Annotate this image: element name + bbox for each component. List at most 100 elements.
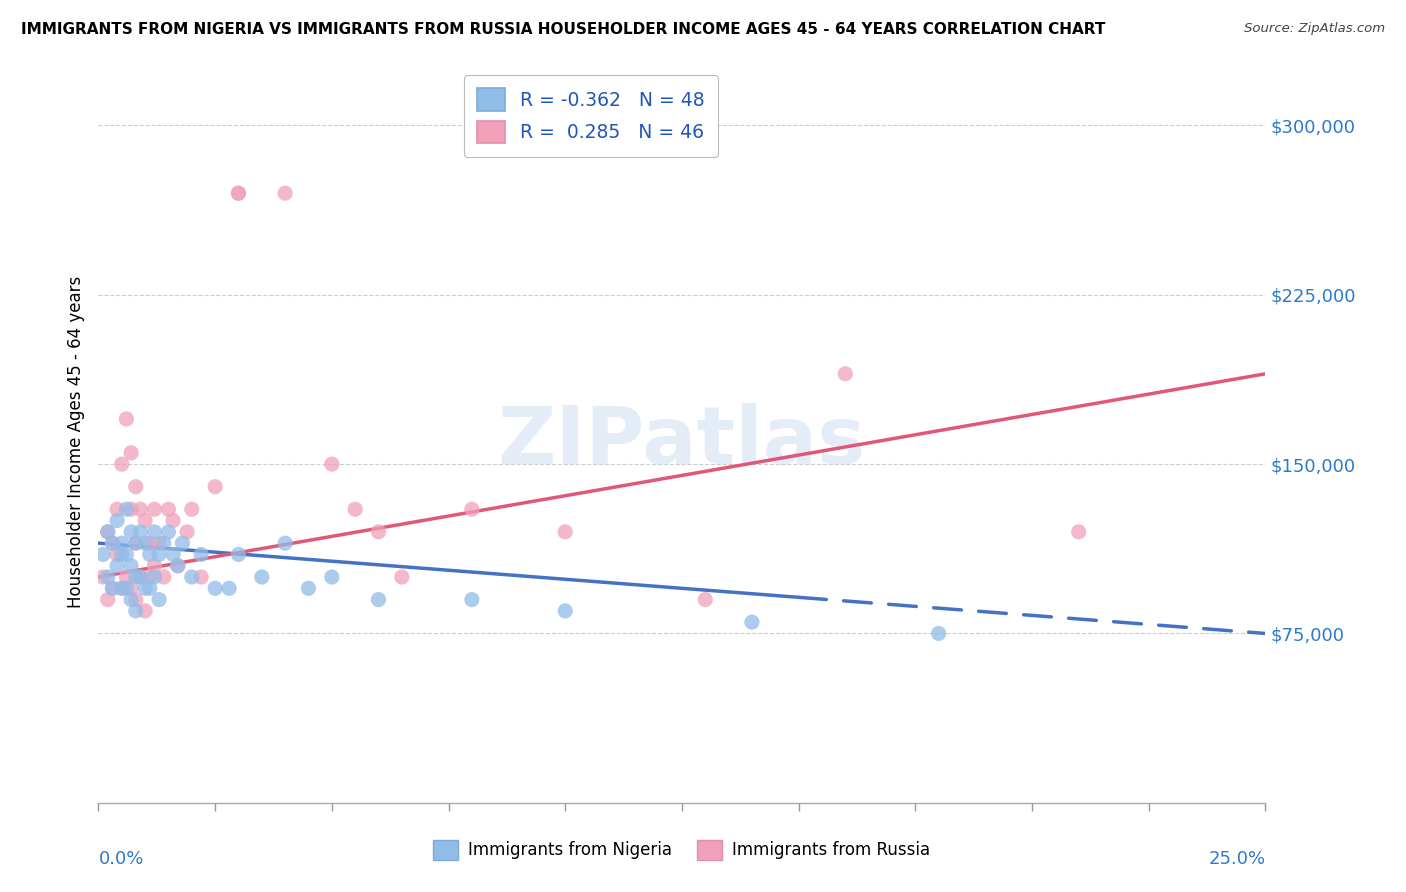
Point bbox=[115, 548, 138, 562]
Point bbox=[180, 502, 202, 516]
Point bbox=[166, 558, 188, 573]
Point bbox=[115, 582, 138, 596]
Point bbox=[554, 604, 576, 618]
Text: IMMIGRANTS FROM NIGERIA VS IMMIGRANTS FROM RUSSIA HOUSEHOLDER INCOME AGES 45 - 6: IMMIGRANTS FROM NIGERIA VS IMMIGRANTS FR… bbox=[21, 22, 1105, 37]
Point bbox=[143, 524, 166, 539]
Point bbox=[162, 548, 184, 562]
Point bbox=[148, 592, 170, 607]
Point bbox=[129, 570, 152, 584]
Point bbox=[101, 536, 124, 550]
Point bbox=[461, 592, 484, 607]
Point bbox=[834, 367, 856, 381]
Point bbox=[120, 592, 142, 607]
Point bbox=[120, 582, 142, 596]
Point bbox=[111, 548, 134, 562]
Point bbox=[105, 502, 128, 516]
Point bbox=[120, 524, 142, 539]
Point bbox=[162, 514, 184, 528]
Point bbox=[97, 592, 120, 607]
Point bbox=[115, 502, 138, 516]
Point bbox=[321, 570, 343, 584]
Point bbox=[125, 536, 148, 550]
Point bbox=[105, 548, 128, 562]
Point bbox=[129, 524, 152, 539]
Point bbox=[139, 570, 162, 584]
Point bbox=[115, 412, 138, 426]
Point bbox=[695, 592, 717, 607]
Point bbox=[101, 536, 124, 550]
Point bbox=[228, 186, 250, 201]
Point bbox=[461, 502, 484, 516]
Point bbox=[391, 570, 413, 584]
Point bbox=[367, 524, 389, 539]
Point bbox=[152, 536, 174, 550]
Y-axis label: Householder Income Ages 45 - 64 years: Householder Income Ages 45 - 64 years bbox=[66, 276, 84, 607]
Point bbox=[97, 524, 120, 539]
Point bbox=[143, 558, 166, 573]
Point bbox=[134, 536, 156, 550]
Point bbox=[1067, 524, 1090, 539]
Point bbox=[125, 592, 148, 607]
Point bbox=[152, 570, 174, 584]
Text: 25.0%: 25.0% bbox=[1208, 850, 1265, 868]
Point bbox=[125, 570, 148, 584]
Point bbox=[190, 548, 212, 562]
Point bbox=[228, 548, 250, 562]
Point bbox=[111, 457, 134, 471]
Point bbox=[101, 582, 124, 596]
Point bbox=[111, 536, 134, 550]
Text: ZIPatlas: ZIPatlas bbox=[498, 402, 866, 481]
Point bbox=[143, 570, 166, 584]
Point bbox=[134, 604, 156, 618]
Point bbox=[139, 548, 162, 562]
Point bbox=[148, 536, 170, 550]
Point bbox=[105, 558, 128, 573]
Point bbox=[125, 536, 148, 550]
Point bbox=[139, 582, 162, 596]
Point bbox=[228, 186, 250, 201]
Point bbox=[125, 604, 148, 618]
Point bbox=[321, 457, 343, 471]
Point bbox=[172, 536, 194, 550]
Point bbox=[297, 582, 319, 596]
Point bbox=[97, 524, 120, 539]
Point bbox=[115, 570, 138, 584]
Point bbox=[101, 582, 124, 596]
Point bbox=[274, 536, 297, 550]
Point bbox=[554, 524, 576, 539]
Point bbox=[105, 514, 128, 528]
Point bbox=[367, 592, 389, 607]
Point bbox=[928, 626, 950, 640]
Point bbox=[120, 558, 142, 573]
Point bbox=[157, 524, 180, 539]
Point bbox=[134, 582, 156, 596]
Point bbox=[129, 570, 152, 584]
Point bbox=[157, 502, 180, 516]
Point bbox=[176, 524, 198, 539]
Point bbox=[111, 582, 134, 596]
Point bbox=[143, 502, 166, 516]
Point bbox=[274, 186, 297, 201]
Point bbox=[148, 548, 170, 562]
Point bbox=[134, 514, 156, 528]
Point bbox=[218, 582, 240, 596]
Point bbox=[166, 558, 188, 573]
Point bbox=[120, 446, 142, 460]
Point bbox=[180, 570, 202, 584]
Point bbox=[97, 570, 120, 584]
Point bbox=[344, 502, 367, 516]
Point bbox=[190, 570, 212, 584]
Point bbox=[120, 502, 142, 516]
Point bbox=[129, 502, 152, 516]
Point bbox=[204, 582, 226, 596]
Point bbox=[125, 480, 148, 494]
Legend: R = -0.362   N = 48, R =  0.285   N = 46: R = -0.362 N = 48, R = 0.285 N = 46 bbox=[464, 75, 717, 157]
Text: 0.0%: 0.0% bbox=[98, 850, 143, 868]
Point bbox=[250, 570, 273, 584]
Point bbox=[139, 536, 162, 550]
Point bbox=[741, 615, 763, 630]
Point bbox=[91, 548, 114, 562]
Point bbox=[111, 582, 134, 596]
Text: Source: ZipAtlas.com: Source: ZipAtlas.com bbox=[1244, 22, 1385, 36]
Point bbox=[91, 570, 114, 584]
